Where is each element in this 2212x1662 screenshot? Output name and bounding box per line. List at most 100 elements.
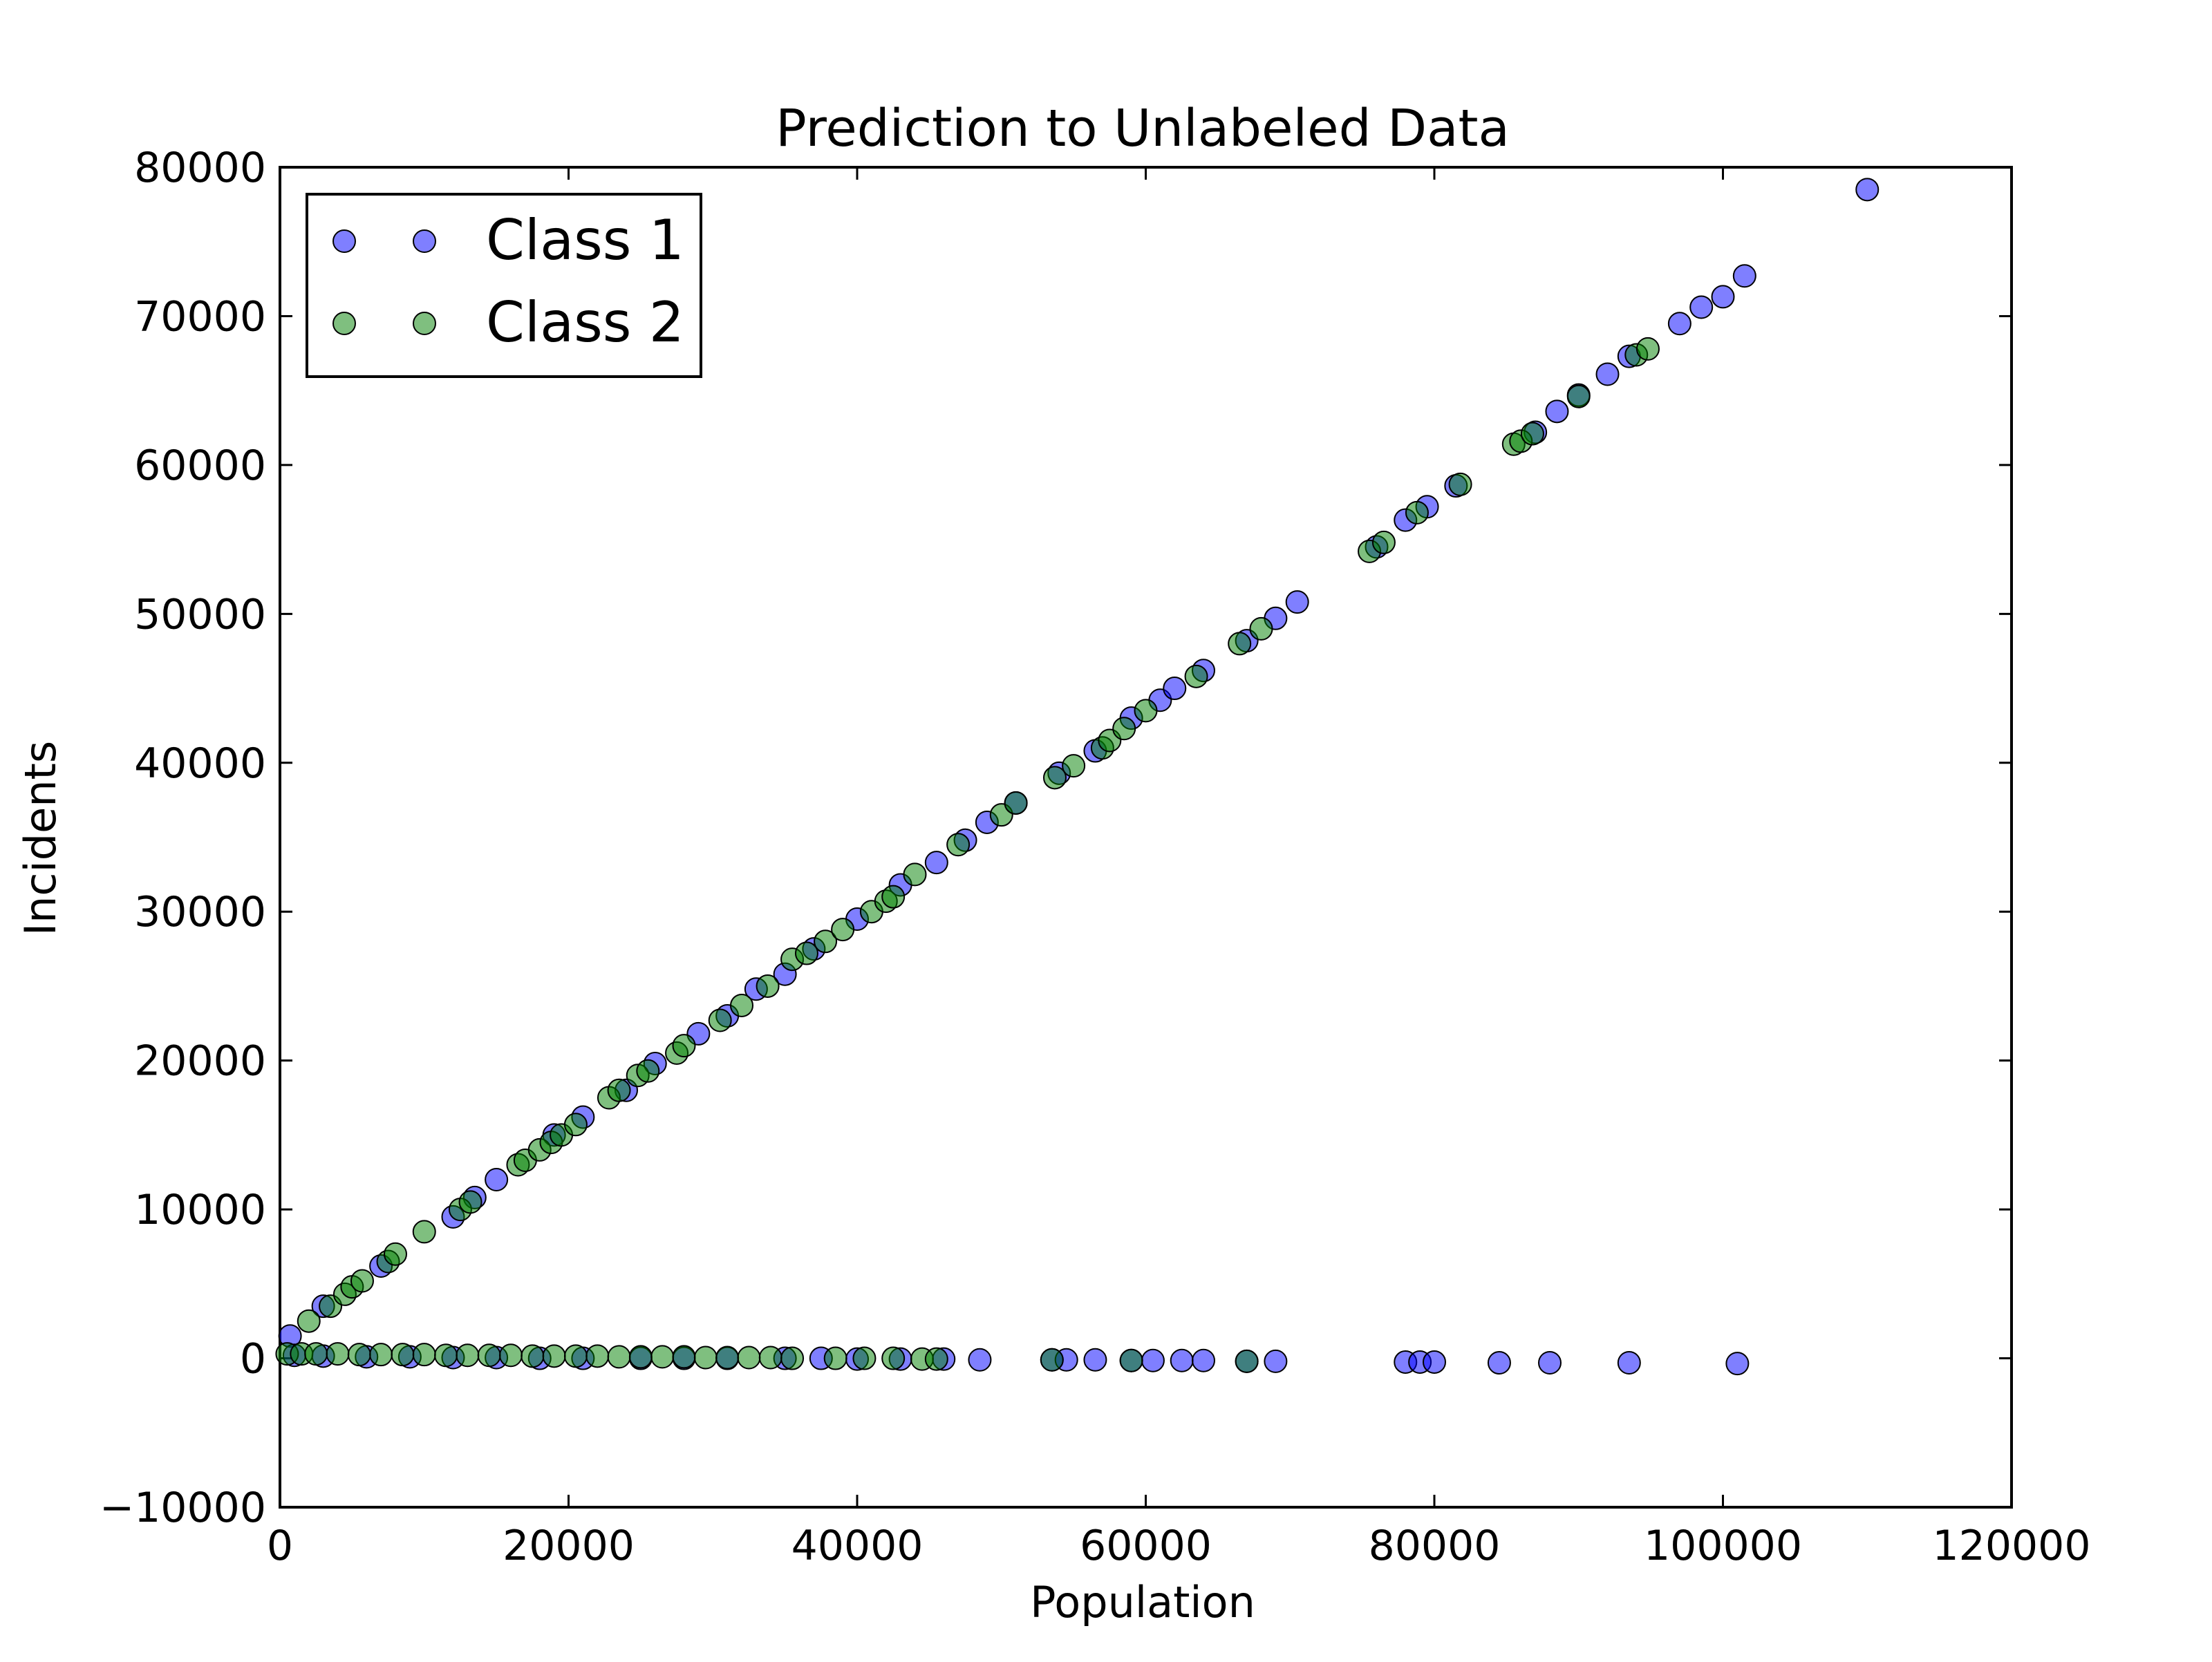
data-point — [1228, 632, 1252, 656]
data-point — [1725, 1352, 1750, 1376]
data-point — [924, 851, 948, 875]
data-point — [1112, 717, 1136, 741]
y-tick-label: 50000 — [134, 590, 266, 639]
y-tick-label: 30000 — [134, 888, 266, 936]
legend-label-class-2: Class 2 — [486, 290, 684, 355]
y-tick-label: 20000 — [134, 1037, 266, 1086]
data-point — [852, 1346, 877, 1370]
data-point — [636, 1059, 660, 1083]
data-point — [412, 1343, 436, 1367]
data-point — [924, 1347, 948, 1371]
data-point — [434, 1343, 458, 1368]
data-point — [1595, 362, 1620, 386]
legend-label-class-1: Class 1 — [486, 208, 684, 272]
data-point — [1520, 422, 1544, 446]
data-point — [326, 1342, 350, 1366]
data-point — [485, 1168, 509, 1192]
data-point — [542, 1344, 566, 1368]
data-point — [384, 1242, 407, 1266]
x-axis-label: Population — [1030, 1577, 1255, 1627]
data-point — [903, 862, 927, 887]
data-point — [304, 1342, 328, 1366]
data-point — [708, 1008, 732, 1032]
legend-box — [306, 193, 702, 378]
data-point — [968, 1348, 992, 1372]
data-points — [275, 178, 1880, 1376]
data-point — [1062, 754, 1086, 778]
data-point — [347, 1343, 371, 1367]
data-point — [521, 1344, 545, 1368]
data-point — [1235, 1349, 1259, 1373]
data-point — [1487, 1351, 1511, 1375]
data-point — [672, 1345, 696, 1369]
data-point — [1083, 1348, 1107, 1372]
data-point — [946, 833, 971, 857]
legend-marker-class-2 — [332, 312, 356, 335]
data-point — [823, 1346, 847, 1370]
legend-marker-class-1 — [413, 229, 436, 253]
data-point — [881, 1346, 906, 1370]
data-point — [780, 1346, 805, 1370]
data-point — [412, 1220, 436, 1244]
data-point — [1855, 178, 1880, 202]
y-tick-label: −10000 — [100, 1484, 266, 1532]
data-point — [391, 1343, 415, 1367]
data-point — [881, 885, 906, 909]
data-point — [1264, 1349, 1288, 1373]
data-point — [1448, 472, 1472, 496]
data-point — [499, 1343, 523, 1368]
data-point — [1119, 1348, 1143, 1372]
data-point — [1184, 664, 1208, 688]
data-point — [297, 1309, 321, 1333]
data-point — [650, 1345, 675, 1369]
data-point — [672, 1034, 696, 1058]
data-point — [585, 1344, 610, 1368]
data-point — [1732, 264, 1756, 288]
data-point — [1635, 337, 1660, 361]
data-point — [814, 929, 838, 954]
data-point — [1405, 500, 1429, 525]
data-point — [1617, 1351, 1641, 1375]
data-point — [1040, 1348, 1064, 1372]
y-tick-label: 10000 — [134, 1186, 266, 1234]
data-point — [1371, 530, 1396, 554]
data-point — [1689, 295, 1714, 319]
data-point — [1004, 791, 1028, 815]
data-point — [715, 1345, 740, 1370]
data-point — [737, 1345, 761, 1370]
x-tick-label: 120000 — [1932, 1522, 2090, 1570]
data-point — [607, 1078, 631, 1102]
data-point — [563, 1113, 588, 1137]
data-point — [1134, 699, 1158, 723]
x-tick-label: 60000 — [1080, 1522, 1212, 1570]
data-point — [350, 1269, 374, 1293]
y-tick-label: 60000 — [134, 442, 266, 490]
axis-ticks: 0 20000 40000 60000 80000 100000 120000−100000… — [100, 144, 2091, 1570]
data-point — [1545, 399, 1569, 424]
data-point — [756, 974, 780, 998]
y-tick-label: 40000 — [134, 739, 266, 788]
plot-area — [279, 166, 2013, 1509]
data-point — [607, 1345, 631, 1369]
data-point — [628, 1345, 653, 1369]
y-tick-label: 70000 — [134, 292, 266, 341]
x-tick-label: 0 — [267, 1522, 293, 1570]
data-point — [1285, 590, 1309, 614]
legend: Class 1 Class 2 — [306, 193, 702, 378]
x-tick-label: 100000 — [1644, 1522, 1802, 1570]
series-2 — [275, 337, 1660, 1373]
data-point — [1566, 384, 1591, 408]
data-point — [1163, 677, 1187, 701]
y-axis-label: Incidents — [15, 741, 66, 936]
data-point — [1538, 1351, 1562, 1375]
data-point — [1249, 616, 1273, 641]
data-point — [1192, 1348, 1215, 1372]
data-point — [563, 1344, 588, 1368]
data-point — [831, 918, 855, 942]
data-point — [456, 1343, 480, 1368]
data-point — [1170, 1348, 1194, 1372]
y-tick-label: 80000 — [134, 144, 266, 192]
chart-title: Prediction to Unlabeled Data — [776, 99, 1510, 158]
x-tick-label: 40000 — [791, 1522, 924, 1570]
